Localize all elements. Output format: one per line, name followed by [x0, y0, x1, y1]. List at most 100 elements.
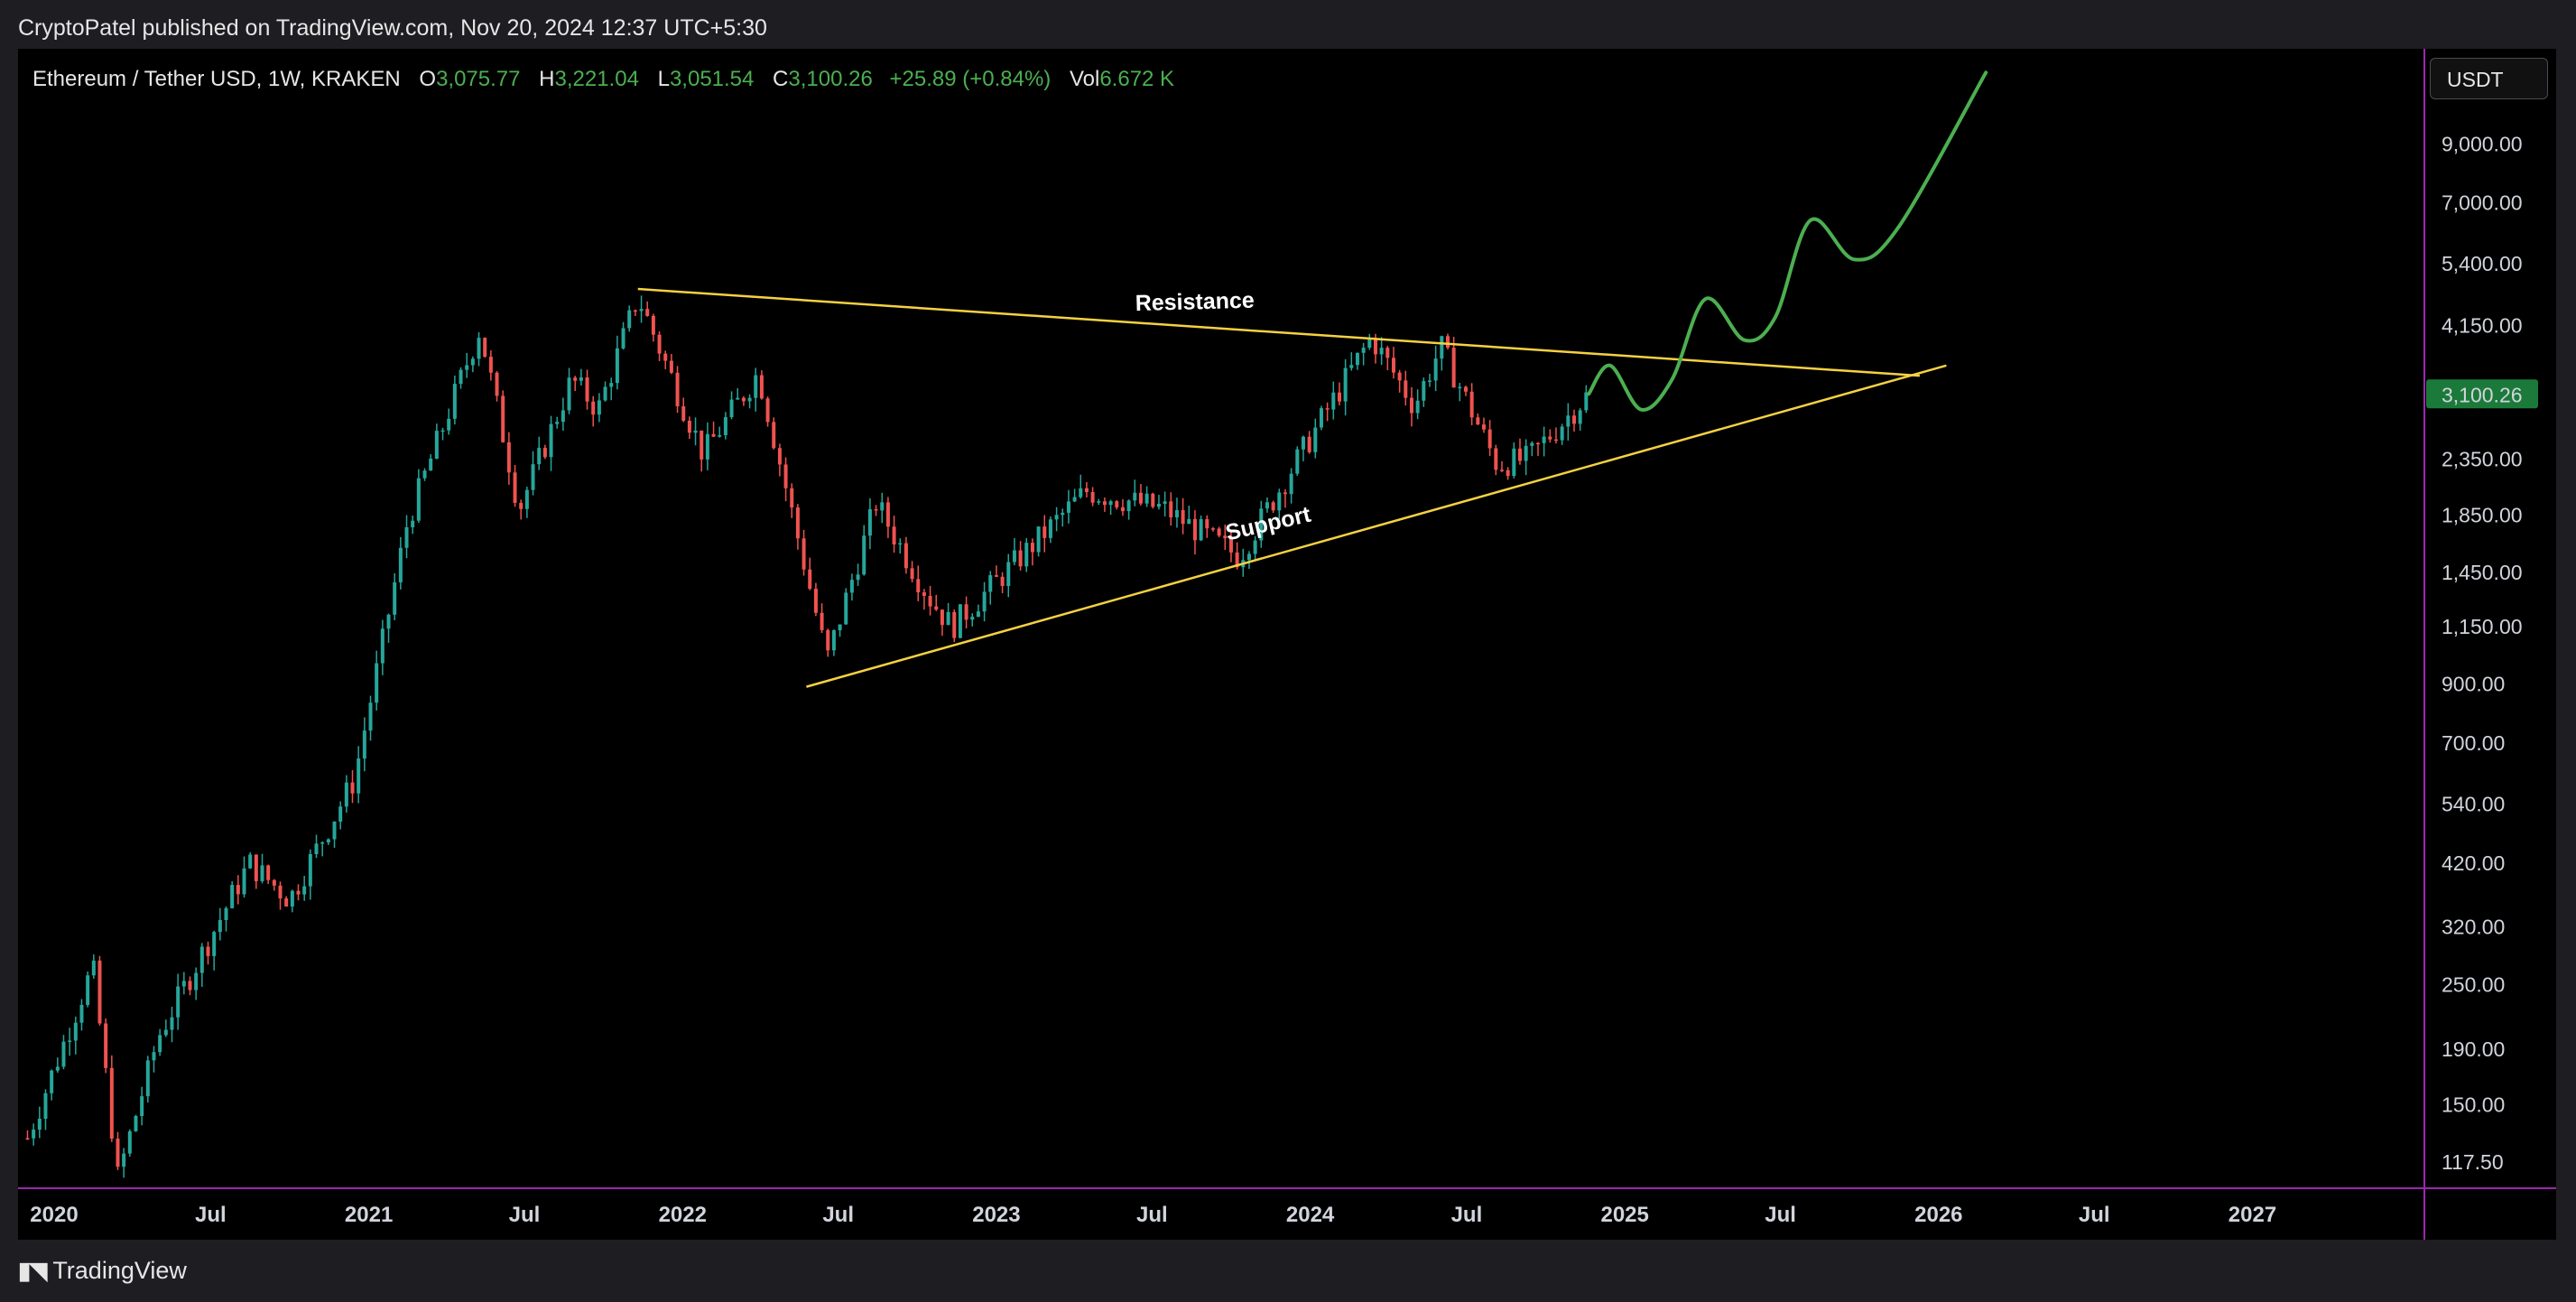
candle-body [555, 422, 560, 424]
candle-body [194, 972, 199, 990]
candle-body [609, 383, 614, 387]
candle-body [741, 397, 746, 402]
candle-body [1361, 348, 1366, 353]
candle-body [603, 386, 607, 401]
candle-body [1187, 518, 1191, 525]
y-tick-label: 1,850.00 [2442, 503, 2523, 526]
candle-body [934, 606, 939, 610]
vol-value: 6.672 K [1099, 67, 1175, 91]
candle-body [1548, 436, 1552, 440]
candle-body [495, 372, 499, 396]
candle-body [145, 1060, 150, 1097]
candle-body [68, 1040, 72, 1042]
currency-selector[interactable]: USDT [2430, 58, 2548, 99]
y-tick-label: 117.50 [2442, 1150, 2504, 1174]
candle-body [1349, 365, 1354, 368]
candle-body [1000, 576, 1005, 587]
candle-body [206, 946, 210, 956]
x-tick-label: Jul [1136, 1203, 1168, 1227]
x-tick-label: 2022 [659, 1203, 707, 1227]
candle-body [320, 842, 325, 844]
candle-body [278, 885, 283, 898]
candle-body [1331, 392, 1336, 410]
candle-body [140, 1096, 144, 1117]
candle-body [1584, 392, 1589, 411]
candle-body [657, 334, 662, 354]
x-tick-label: Jul [1765, 1203, 1796, 1227]
candle-body [1313, 427, 1318, 452]
high-label: H [539, 67, 555, 91]
candle-body [380, 628, 385, 664]
candle-body [470, 358, 475, 366]
y-tick-label: 1,150.00 [2442, 615, 2523, 638]
candle-body [970, 617, 975, 620]
resistance-label: Resistance [1135, 288, 1255, 316]
published-caption: CryptoPatel published on TradingView.com… [18, 15, 767, 41]
tradingview-logo[interactable]: ▮◥ TradingView [18, 1257, 187, 1285]
price-axis[interactable]: 12,000.009,000.007,000.005,400.004,150.0… [2426, 65, 2538, 1174]
y-tick-label: 2,350.00 [2442, 447, 2523, 470]
candle-body [1409, 397, 1413, 414]
candle-body [988, 575, 993, 592]
candle-body [1379, 348, 1384, 355]
chart-area[interactable] [18, 49, 2556, 1240]
candle-body [104, 1023, 108, 1068]
candle-body [1542, 436, 1546, 443]
current-price-label: 3,100.26 [2442, 383, 2523, 406]
time-axis[interactable]: 2020 Jul 2021 Jul 2022 Jul 2023 Jul 2024 Jul 2025 J… [30, 1203, 2276, 1227]
candle-body [434, 431, 439, 459]
top-bar: CryptoPatel published on TradingView.com… [0, 0, 2576, 49]
candle-body [43, 1093, 48, 1119]
candle-body [783, 464, 788, 488]
candle-body [1307, 436, 1311, 452]
candle-body [1404, 380, 1408, 398]
candle-body [1571, 415, 1576, 424]
candle-body [1367, 338, 1372, 349]
candle-body [181, 981, 186, 987]
candle-body [188, 981, 192, 990]
candle-body [447, 418, 451, 431]
candle-body [537, 447, 542, 465]
candle-body [32, 1130, 36, 1139]
candle-body [1259, 508, 1264, 541]
candle-body [236, 885, 240, 895]
candle-body [1397, 372, 1402, 381]
candle-body [1210, 528, 1215, 530]
candle-body [982, 591, 987, 612]
candle-body [1235, 552, 1239, 568]
candle-body [163, 1029, 168, 1036]
candle-body [898, 543, 903, 545]
candle-body [1006, 562, 1011, 587]
candle-body [230, 885, 235, 908]
candle-body [1090, 491, 1095, 503]
candle-body [1097, 501, 1101, 503]
candle-body [795, 507, 800, 539]
candle-body [61, 1041, 66, 1067]
candle-body [368, 702, 373, 731]
candle-body [856, 574, 860, 581]
y-tick-label: 700.00 [2442, 731, 2505, 755]
candle-body [1440, 336, 1444, 359]
candle-body [272, 879, 276, 886]
candle-body [531, 464, 535, 490]
candle-body [916, 579, 921, 593]
candle-body [759, 375, 764, 399]
candle-body [790, 488, 794, 508]
candle-body [831, 630, 836, 651]
candle-body [266, 865, 271, 880]
candle-body [1271, 502, 1275, 511]
candle-body [1422, 381, 1426, 401]
candle-body [1036, 526, 1041, 553]
candle-body [802, 538, 806, 570]
candle-body [976, 611, 980, 618]
candle-body [116, 1139, 120, 1167]
candle-body [874, 508, 878, 511]
candle-body [1181, 509, 1185, 525]
candle-body [561, 410, 565, 423]
candle-body [1355, 352, 1359, 366]
candle-body [820, 612, 824, 630]
candle-body [663, 353, 668, 361]
candle-body [1499, 470, 1504, 471]
candle-body [1024, 543, 1029, 567]
